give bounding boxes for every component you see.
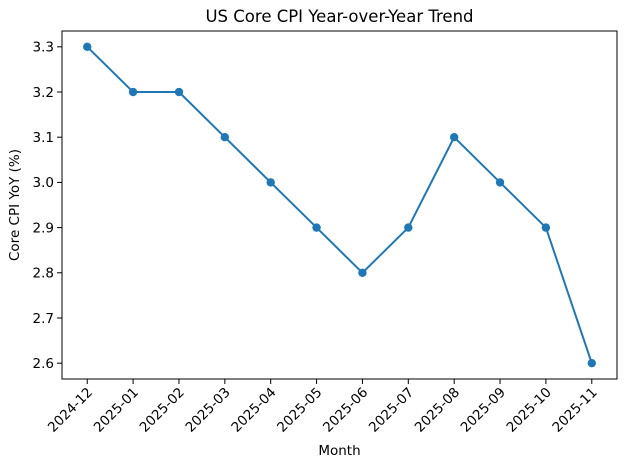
data-point	[128, 87, 138, 97]
x-tick-label: 2025-08	[412, 385, 463, 436]
y-tick-label: 3.3	[33, 40, 54, 56]
x-tick-label: 2025-07	[366, 385, 417, 436]
y-tick-label: 3.2	[33, 85, 54, 101]
x-tick-label: 2025-06	[320, 385, 371, 436]
x-tick-label: 2024-12	[45, 385, 96, 436]
x-tick-label: 2025-05	[274, 385, 325, 436]
x-tick-label: 2025-10	[504, 385, 555, 436]
data-point	[220, 133, 230, 142]
x-tick-label: 2025-02	[137, 385, 188, 436]
data-point	[83, 42, 92, 52]
plot-area: 2.62.72.82.93.03.13.23.32024-122025-0120…	[33, 30, 618, 436]
y-tick-label: 3.1	[33, 130, 54, 146]
y-tick-label: 2.8	[33, 266, 54, 282]
x-axis-label: Month	[318, 443, 360, 459]
x-tick-label: 2025-11	[549, 385, 600, 436]
x-tick-label: 2025-01	[91, 385, 142, 436]
y-tick-label: 2.7	[33, 311, 54, 327]
data-point	[404, 223, 413, 232]
data-point	[312, 223, 321, 232]
x-tick-label: 2025-03	[182, 385, 233, 436]
y-tick-label: 2.9	[33, 220, 54, 236]
chart-title: US Core CPI Year-over-Year Trend	[205, 7, 473, 26]
data-point	[358, 268, 367, 277]
y-tick-label: 3.0	[33, 175, 54, 191]
data-point	[266, 178, 275, 187]
data-point	[587, 358, 596, 368]
data-point	[174, 87, 184, 97]
trend-line	[86, 45, 593, 365]
x-tick-label: 2025-04	[228, 385, 279, 436]
y-axis-label: Core CPI YoY (%)	[7, 149, 23, 261]
data-point	[495, 178, 505, 187]
data-point	[541, 223, 551, 232]
data-point	[449, 133, 459, 142]
y-tick-label: 2.6	[33, 356, 54, 372]
x-tick-label: 2025-09	[458, 385, 509, 436]
axes-box	[61, 30, 618, 380]
